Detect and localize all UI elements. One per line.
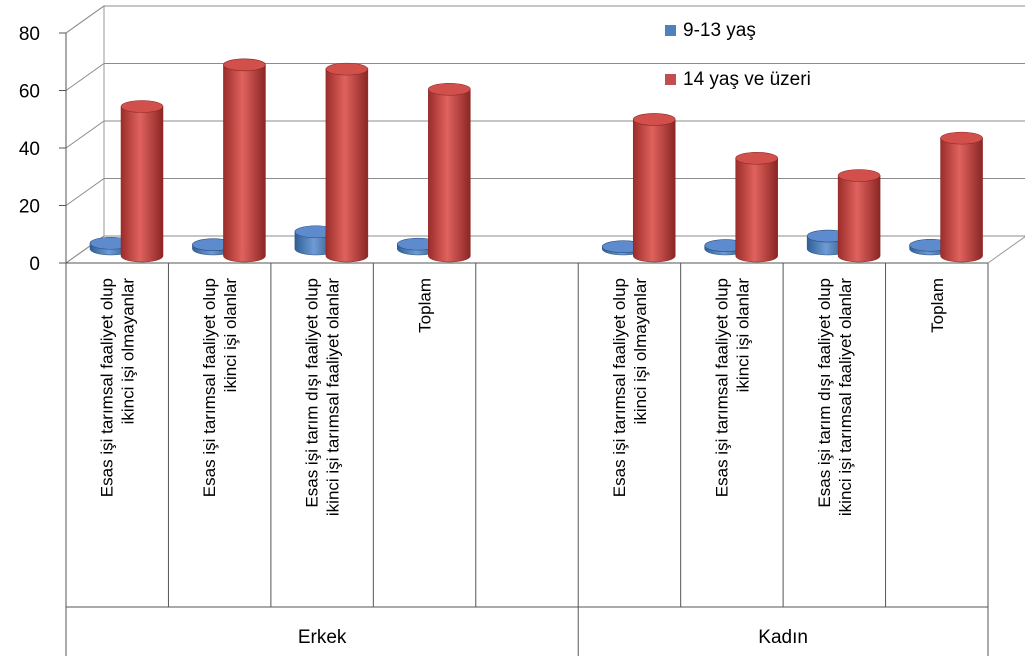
legend-swatch <box>665 25 676 36</box>
y-tick-label: 80 <box>19 24 40 45</box>
cylinder-body <box>428 89 471 263</box>
cylinder-top <box>837 169 881 182</box>
legend-label: 14 yaş ve üzeri <box>683 69 811 90</box>
y-axis-ticks: 0 20 40 60 80 <box>19 24 67 275</box>
category-label: Esas işi tarım dışı faaliyet olup <box>303 278 322 508</box>
category-label: ikinci işi tarımsal faaliyet olanlar <box>324 278 343 516</box>
cylinder-body <box>325 68 369 263</box>
bar-14-plus <box>428 82 471 263</box>
group-label: Kadın <box>758 627 808 648</box>
category-label: Esas işi tarımsal faaliyet olup <box>610 278 629 497</box>
category-label: ikinci işi olmayanlar <box>631 278 650 425</box>
category-label: Esas işi tarımsal faaliyet olup <box>98 278 117 497</box>
bar-14-plus <box>632 113 676 263</box>
category-label: Esas işi tarımsal faaliyet olup <box>200 278 219 497</box>
bar-14-plus <box>940 131 983 263</box>
category-axis: Esas işi tarımsal faaliyet olup ikinci iş… <box>65 262 989 656</box>
cylinder-body <box>223 64 266 263</box>
cylinder-top <box>632 113 676 126</box>
gridline <box>65 235 1025 264</box>
category-label: Esas işi tarım dışı faaliyet olup <box>815 278 834 508</box>
gridline <box>65 120 1025 149</box>
cylinder-body <box>632 119 676 263</box>
category-label: Toplam <box>416 278 435 333</box>
chart-walls <box>64 5 1025 264</box>
bar-14-plus <box>120 100 164 263</box>
group-label: Erkek <box>298 627 347 648</box>
y-tick-label: 20 <box>19 197 40 218</box>
gridline <box>65 5 1025 34</box>
category-label: Esas işi tarımsal faaliyet olup <box>712 278 731 497</box>
bar-14-plus <box>223 58 266 263</box>
legend-swatch <box>665 74 676 85</box>
bar-14-plus <box>837 169 881 263</box>
category-label: ikinci işi olanlar <box>733 278 752 393</box>
category-label: ikinci işi olmayanlar <box>119 278 138 425</box>
bars <box>89 58 983 263</box>
cylinder-top <box>120 100 164 113</box>
cylinder-top <box>428 82 471 96</box>
cylinder-top <box>940 131 983 145</box>
gridline <box>65 178 1025 206</box>
gridline <box>65 63 1025 91</box>
y-tick-label: 40 <box>19 139 40 160</box>
category-label: Toplam <box>928 278 947 333</box>
cylinder-body <box>735 158 778 263</box>
category-label: ikinci işi olanlar <box>221 278 240 393</box>
category-label: ikinci işi tarımsal faaliyet olanlar <box>836 278 855 516</box>
cylinder-body <box>837 175 881 263</box>
cylinder-top <box>223 58 266 72</box>
bar-14-plus <box>735 151 778 263</box>
legend-label: 9-13 yaş <box>683 20 756 41</box>
cylinder-top <box>325 62 369 76</box>
y-tick-label: 60 <box>19 82 40 103</box>
legend: 9-13 yaş 14 yaş ve üzeri <box>665 20 811 90</box>
bar-14-plus <box>325 62 369 263</box>
cylinder-body <box>120 106 164 263</box>
cylinder-body <box>940 137 983 263</box>
gridlines <box>65 5 1025 264</box>
y-tick-label: 0 <box>29 254 40 275</box>
cylinder-top <box>735 151 778 165</box>
